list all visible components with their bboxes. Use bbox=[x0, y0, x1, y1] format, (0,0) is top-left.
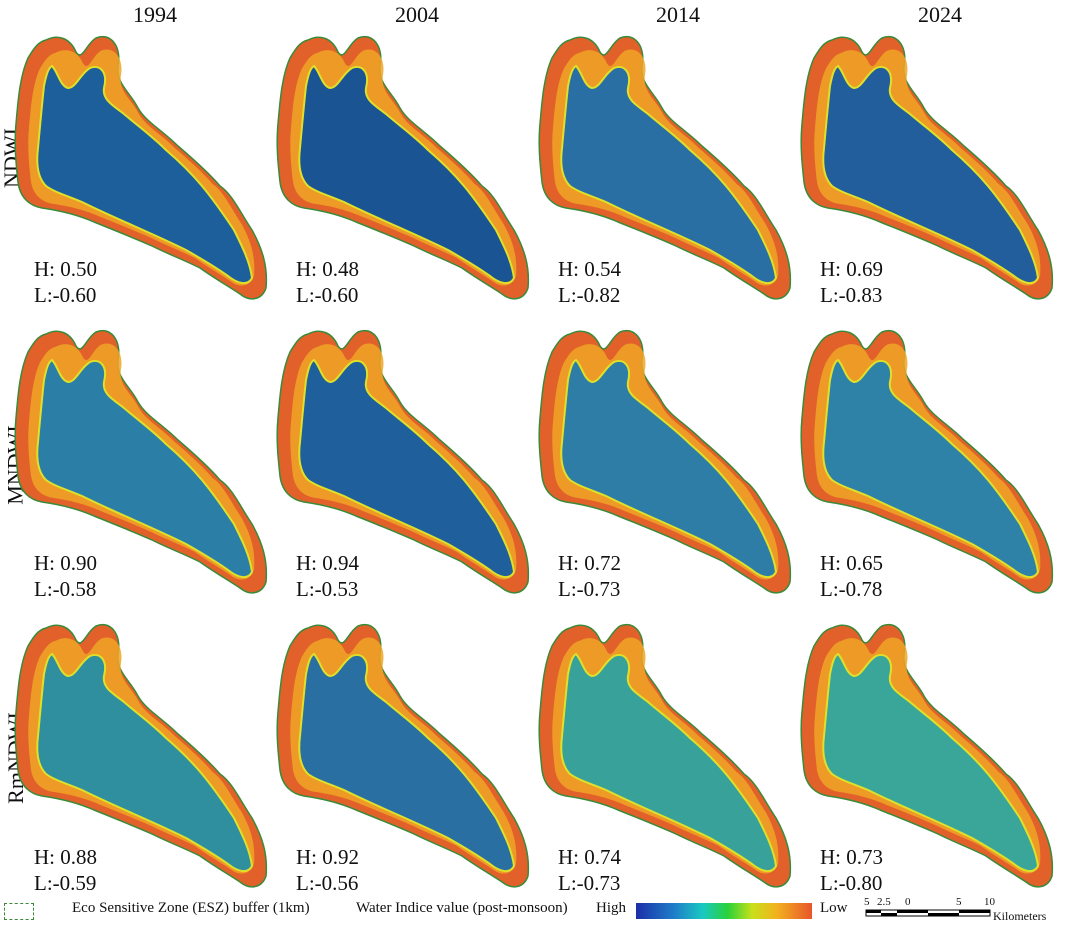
high-value: H: 0.54 bbox=[558, 257, 621, 281]
low-value: L:-0.56 bbox=[296, 871, 359, 895]
lake-water bbox=[560, 652, 778, 872]
lake-water bbox=[298, 64, 516, 284]
scale-unit: Kilometers bbox=[993, 909, 1047, 923]
high-value: H: 0.48 bbox=[296, 257, 359, 281]
map-panel-ndwi-2024: H: 0.69 L:-0.83 bbox=[790, 24, 1056, 324]
esz-buffer-label: Eco Sensitive Zone (ESZ) buffer (1km) bbox=[72, 900, 310, 916]
lake-water bbox=[822, 652, 1040, 872]
map-panel-ndwi-2004: H: 0.48 L:-0.60 bbox=[266, 24, 532, 324]
high-value: H: 0.94 bbox=[296, 551, 359, 575]
legend-high-label: High bbox=[596, 900, 626, 916]
lake-map bbox=[276, 35, 530, 300]
low-value: L:-0.53 bbox=[296, 577, 359, 601]
scale-tick-5: 10 bbox=[984, 896, 995, 908]
low-value: L:-0.58 bbox=[34, 577, 97, 601]
lake-map bbox=[800, 35, 1054, 300]
scale-bar: 5 2.5 0 5 10 Kilometers bbox=[860, 896, 1060, 923]
year-title-1994: 1994 bbox=[133, 2, 177, 27]
lake-water bbox=[298, 652, 516, 872]
scale-tick-1: 5 bbox=[864, 896, 870, 908]
map-panel-ndwi-2014: H: 0.54 L:-0.82 bbox=[528, 24, 794, 324]
high-value: H: 0.92 bbox=[296, 845, 359, 869]
esz-buffer-swatch bbox=[4, 903, 34, 920]
low-value: L:-0.73 bbox=[558, 871, 621, 895]
low-value: L:-0.82 bbox=[558, 283, 621, 307]
legend-low-label: Low bbox=[820, 900, 848, 916]
map-panel-mndwi-2004: H: 0.94 L:-0.53 bbox=[266, 318, 532, 618]
scale-tick-2: 2.5 bbox=[877, 896, 891, 908]
water-index-label: Water Indice value (post-monsoon) bbox=[356, 900, 568, 916]
lake-water bbox=[36, 358, 254, 578]
map-panel-mndwi-2024: H: 0.65 L:-0.78 bbox=[790, 318, 1056, 618]
low-value: L:-0.83 bbox=[820, 283, 883, 307]
lake-map bbox=[14, 623, 268, 888]
year-title-2004: 2004 bbox=[395, 2, 439, 27]
year-title-2024: 2024 bbox=[918, 2, 962, 27]
lake-map bbox=[276, 623, 530, 888]
scale-bar-graphic bbox=[865, 909, 991, 917]
high-value: H: 0.88 bbox=[34, 845, 97, 869]
lake-map bbox=[276, 329, 530, 594]
lake-water bbox=[560, 358, 778, 578]
high-value: H: 0.65 bbox=[820, 551, 883, 575]
high-value: H: 0.73 bbox=[820, 845, 883, 869]
map-panel-rmndwi-2024: H: 0.73 L:-0.80 bbox=[790, 612, 1056, 912]
low-value: L:-0.73 bbox=[558, 577, 621, 601]
lake-water bbox=[822, 358, 1040, 578]
lake-map bbox=[800, 623, 1054, 888]
high-value: H: 0.72 bbox=[558, 551, 621, 575]
map-panel-rmndwi-2014: H: 0.74 L:-0.73 bbox=[528, 612, 794, 912]
high-value: H: 0.74 bbox=[558, 845, 621, 869]
color-ramp bbox=[636, 903, 812, 919]
high-value: H: 0.69 bbox=[820, 257, 883, 281]
lake-water bbox=[822, 64, 1040, 284]
low-value: L:-0.59 bbox=[34, 871, 97, 895]
scale-tick-4: 5 bbox=[956, 896, 962, 908]
lake-water bbox=[36, 652, 254, 872]
low-value: L:-0.60 bbox=[34, 283, 97, 307]
lake-water bbox=[560, 64, 778, 284]
low-value: L:-0.60 bbox=[296, 283, 359, 307]
map-panel-ndwi-1994: H: 0.50 L:-0.60 bbox=[4, 24, 270, 324]
high-value: H: 0.50 bbox=[34, 257, 97, 281]
lake-map bbox=[538, 329, 792, 594]
low-value: L:-0.80 bbox=[820, 871, 883, 895]
high-value: H: 0.90 bbox=[34, 551, 97, 575]
lake-map bbox=[14, 35, 268, 300]
lake-water bbox=[298, 358, 516, 578]
scale-tick-3: 0 bbox=[905, 896, 911, 908]
map-panel-mndwi-2014: H: 0.72 L:-0.73 bbox=[528, 318, 794, 618]
lake-map bbox=[14, 329, 268, 594]
lake-map bbox=[538, 623, 792, 888]
lake-map bbox=[538, 35, 792, 300]
lake-water bbox=[36, 64, 254, 284]
year-title-2014: 2014 bbox=[656, 2, 700, 27]
map-panel-rmndwi-1994: H: 0.88 L:-0.59 bbox=[4, 612, 270, 912]
map-panel-mndwi-1994: H: 0.90 L:-0.58 bbox=[4, 318, 270, 618]
map-panel-rmndwi-2004: H: 0.92 L:-0.56 bbox=[266, 612, 532, 912]
low-value: L:-0.78 bbox=[820, 577, 883, 601]
lake-map bbox=[800, 329, 1054, 594]
